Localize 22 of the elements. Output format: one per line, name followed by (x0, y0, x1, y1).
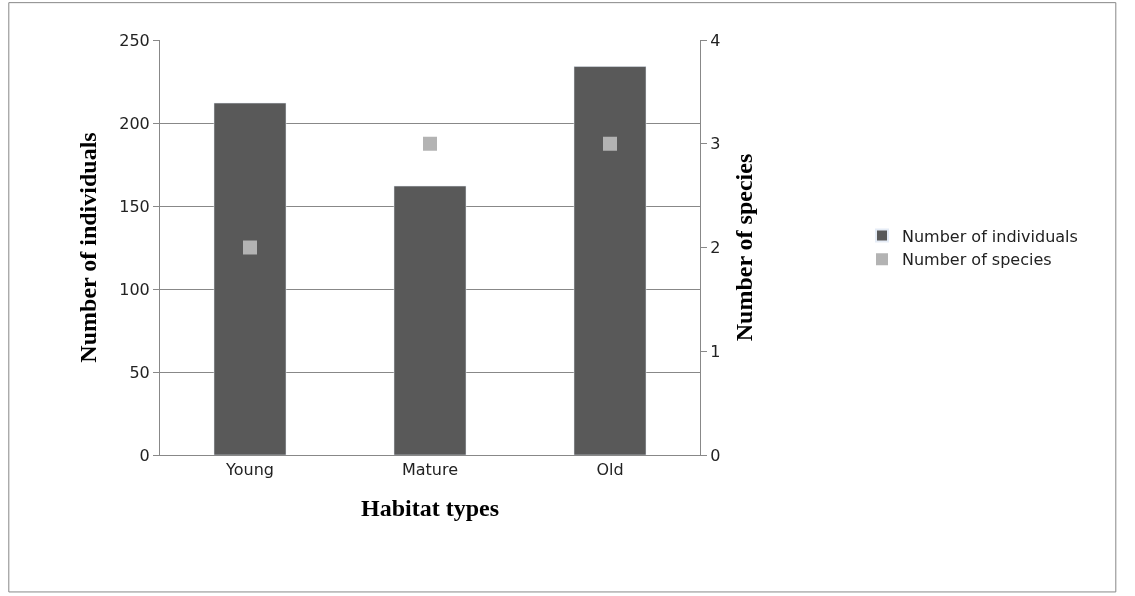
y2-tick-label: 3 (710, 134, 721, 154)
y2-tick-label: 2 (710, 238, 721, 258)
bar (573, 66, 647, 455)
y-tick-label: 150 (119, 196, 150, 216)
y-tick-label: 50 (129, 362, 150, 382)
x-axis-title: Habitat types (361, 494, 499, 521)
y-tick-label: 0 (139, 445, 150, 465)
y2-tick-label: 1 (710, 341, 721, 361)
y2-axis-title: Number of species (730, 153, 757, 342)
y-tick-label: 250 (119, 30, 150, 50)
x-tick-label: Old (596, 460, 624, 480)
y-tick-label: 100 (119, 279, 150, 299)
x-tick-label: Young (225, 460, 274, 480)
x-tick-label: Mature (401, 460, 459, 480)
y-tick-label: 200 (119, 113, 150, 133)
y2-tick-label: 0 (710, 445, 721, 465)
y2-tick-label: 4 (710, 30, 721, 50)
bar (393, 185, 467, 455)
legend-label: Number of individuals (902, 226, 1078, 246)
bar (213, 102, 287, 455)
legend-label: Number of species (902, 250, 1052, 270)
y-axis-title: Number of individuals (75, 132, 102, 363)
